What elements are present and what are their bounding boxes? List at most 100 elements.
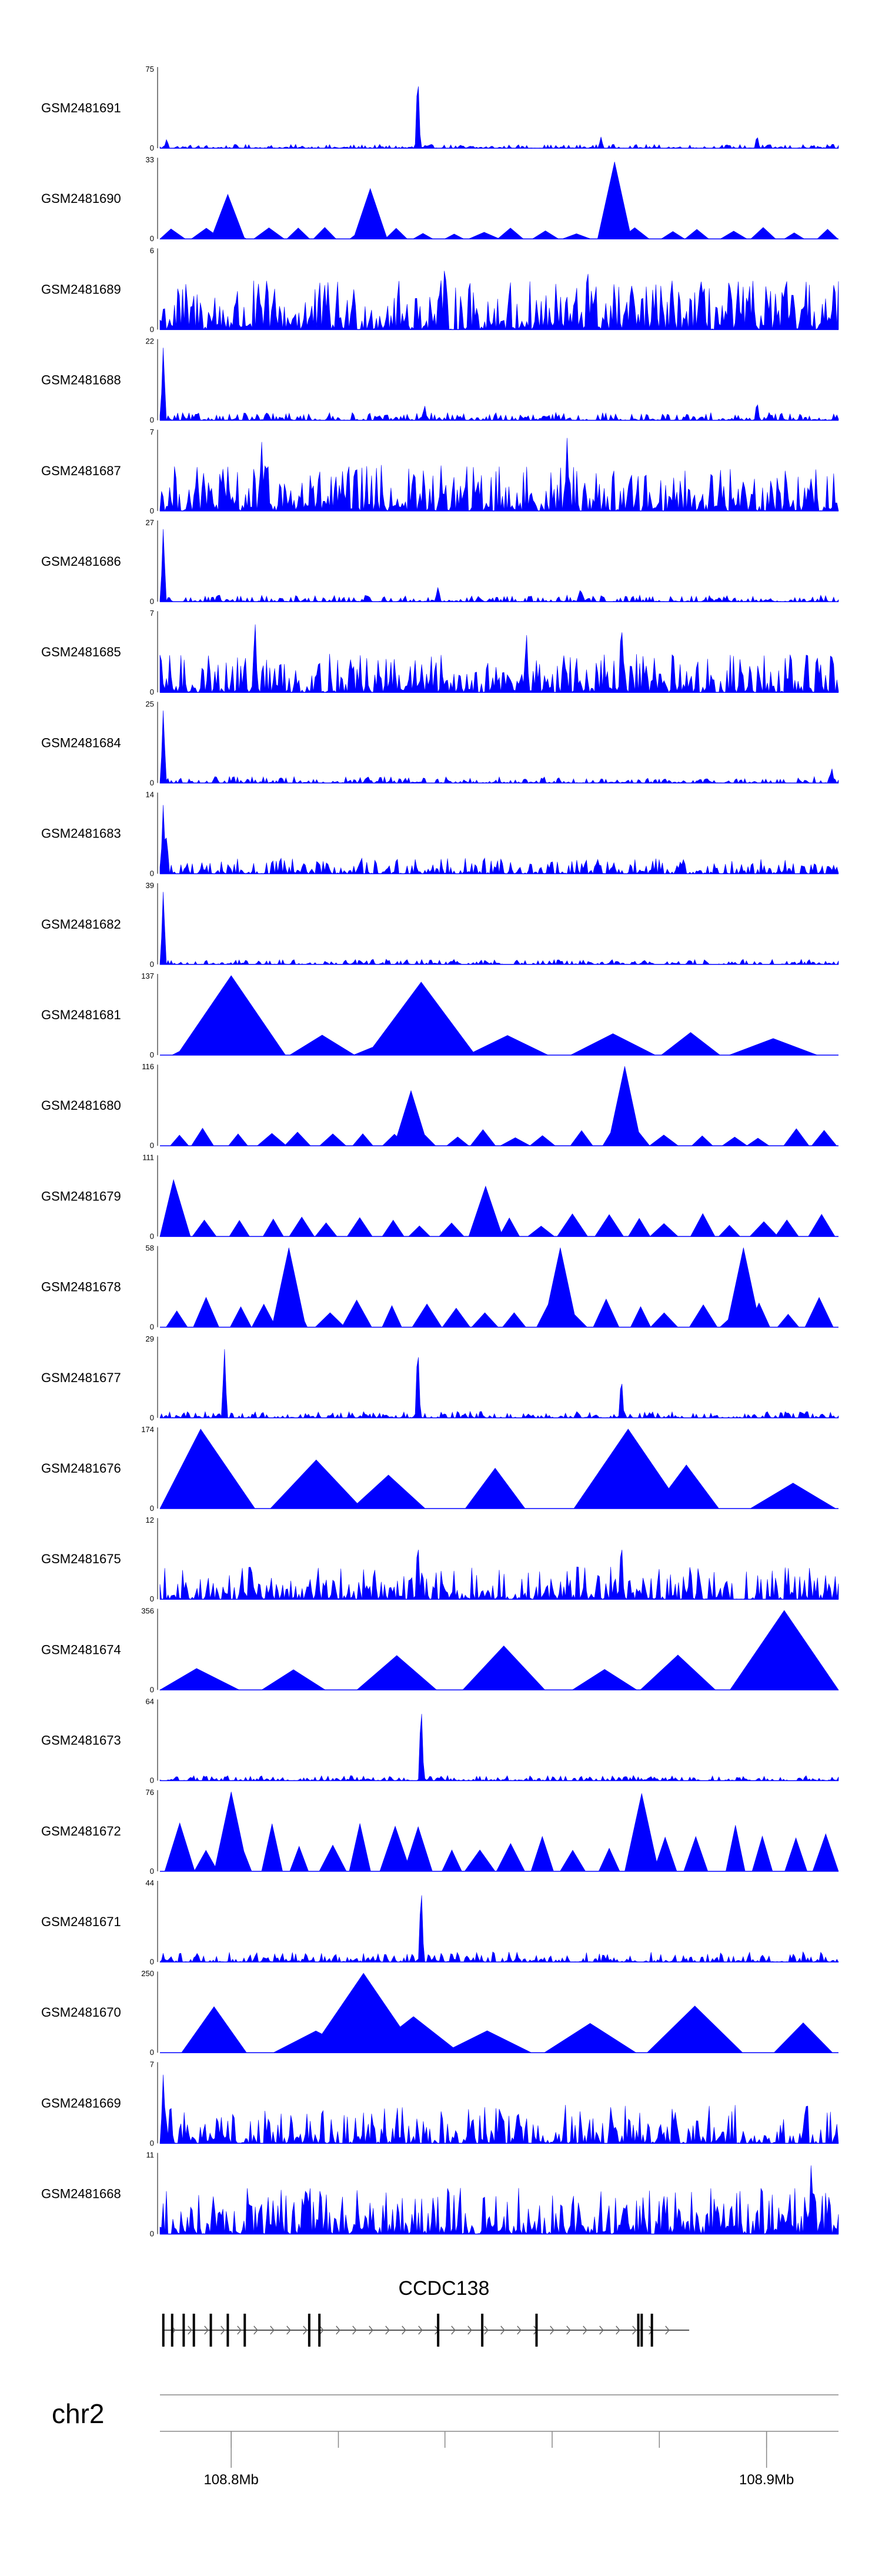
track-label: GSM2481682 <box>41 917 121 932</box>
y-max-label: 6 <box>150 246 154 255</box>
strand-arrow <box>204 2325 209 2335</box>
exon <box>182 2314 185 2347</box>
signal-area <box>159 348 839 421</box>
track-GSM2481670: GSM2481670 250 0 <box>41 1969 838 2057</box>
track-GSM2481678: GSM2481678 58 0 <box>41 1244 838 1332</box>
strand-arrow <box>303 2325 308 2335</box>
strand-arrow <box>369 2325 373 2335</box>
track-label: GSM2481678 <box>41 1280 121 1294</box>
strand-arrow <box>253 2325 258 2335</box>
signal-area <box>159 86 839 149</box>
track-GSM2481675: GSM2481675 12 0 <box>41 1516 839 1603</box>
exon <box>650 2314 653 2347</box>
track-label: GSM2481677 <box>41 1370 121 1385</box>
signal-area <box>181 1973 833 2053</box>
signal-area <box>159 271 839 331</box>
strand-arrow <box>188 2325 192 2335</box>
track-GSM2481690: GSM2481690 33 0 <box>41 155 838 243</box>
y-min-label: 0 <box>150 144 154 152</box>
signal-area <box>159 1550 839 1600</box>
exon <box>209 2314 212 2347</box>
strand-arrow <box>451 2325 456 2335</box>
strand-arrow <box>632 2325 637 2335</box>
y-max-label: 44 <box>146 1878 154 1887</box>
y-min-label: 0 <box>150 1323 154 1332</box>
y-max-label: 111 <box>142 1153 154 1162</box>
signal-area <box>159 805 839 875</box>
track-label: GSM2481679 <box>41 1189 121 1203</box>
track-label: GSM2481684 <box>41 735 121 750</box>
y-max-label: 12 <box>146 1516 154 1524</box>
track-GSM2481679: GSM2481679 111 0 <box>41 1153 838 1240</box>
signal-area <box>159 1349 839 1419</box>
y-max-label: 250 <box>141 1969 154 1978</box>
strand-arrow <box>484 2325 489 2335</box>
y-min-label: 0 <box>150 1594 154 1603</box>
y-min-label: 0 <box>150 2230 154 2238</box>
strand-arrow <box>517 2325 522 2335</box>
track-GSM2481682: GSM2481682 39 0 <box>41 881 839 969</box>
y-max-label: 137 <box>141 972 154 980</box>
y-max-label: 7 <box>150 428 154 436</box>
y-max-label: 116 <box>142 1062 154 1071</box>
strand-arrow <box>286 2325 291 2335</box>
y-max-label: 7 <box>150 2060 154 2068</box>
track-GSM2481674: GSM2481674 356 0 <box>41 1606 839 1694</box>
signal-area <box>159 1610 839 1690</box>
y-min-label: 0 <box>150 1141 154 1150</box>
strand-arrow <box>599 2325 604 2335</box>
y-max-label: 64 <box>146 1697 154 1706</box>
track-GSM2481688: GSM2481688 22 0 <box>41 337 839 425</box>
y-max-label: 33 <box>146 155 154 164</box>
exon <box>171 2314 173 2347</box>
track-label: GSM2481671 <box>41 1914 121 1929</box>
signal-area <box>159 1179 836 1237</box>
track-GSM2481672: GSM2481672 76 0 <box>41 1788 839 1876</box>
track-label: GSM2481685 <box>41 645 121 659</box>
strand-arrow <box>402 2325 406 2335</box>
y-min-label: 0 <box>150 1776 154 1785</box>
track-label: GSM2481673 <box>41 1733 121 1748</box>
track-label: GSM2481683 <box>41 826 121 841</box>
chromosome-axis: chr2 108.8Mb 108.9Mb <box>52 2394 838 2488</box>
track-label: GSM2481670 <box>41 2005 121 2020</box>
track-GSM2481685: GSM2481685 7 0 <box>41 609 839 696</box>
y-min-label: 0 <box>150 778 154 787</box>
strand-arrow <box>237 2325 242 2335</box>
exon <box>192 2314 195 2347</box>
strand-arrow <box>352 2325 357 2335</box>
exon <box>640 2314 643 2347</box>
signal-tracks: GSM2481691750GSM2481690330GSM248168960GS… <box>41 65 839 2238</box>
y-max-label: 174 <box>141 1425 154 1434</box>
exon <box>226 2314 229 2347</box>
track-label: GSM2481674 <box>41 1642 121 1657</box>
exon <box>308 2314 310 2347</box>
strand-arrow <box>418 2325 423 2335</box>
track-GSM2481669: GSM2481669 7 0 <box>41 2060 839 2147</box>
strand-arrow <box>467 2325 472 2335</box>
track-label: GSM2481681 <box>41 1007 121 1022</box>
y-min-label: 0 <box>150 2048 154 2057</box>
signal-area <box>164 1791 839 1872</box>
track-label: GSM2481686 <box>41 554 121 569</box>
y-min-label: 0 <box>150 416 154 425</box>
strand-arrow <box>336 2325 340 2335</box>
signal-area <box>159 1714 839 1781</box>
exon <box>637 2314 640 2347</box>
track-label: GSM2481691 <box>41 101 121 115</box>
signal-area <box>159 624 839 693</box>
signal-area <box>159 2074 839 2144</box>
track-label: GSM2481687 <box>41 463 121 478</box>
chromosome-label: chr2 <box>52 2398 104 2429</box>
strand-arrow <box>500 2325 505 2335</box>
track-GSM2481683: GSM2481683 14 0 <box>41 790 839 878</box>
track-GSM2481668: GSM2481668 11 0 <box>41 2151 839 2238</box>
signal-area <box>172 975 818 1056</box>
y-max-label: 75 <box>146 65 154 74</box>
y-min-label: 0 <box>150 1685 154 1694</box>
y-min-label: 0 <box>150 688 154 696</box>
y-min-label: 0 <box>150 1232 154 1240</box>
gene-track: CCDC138 <box>162 2277 690 2347</box>
track-label: GSM2481672 <box>41 1824 121 1838</box>
